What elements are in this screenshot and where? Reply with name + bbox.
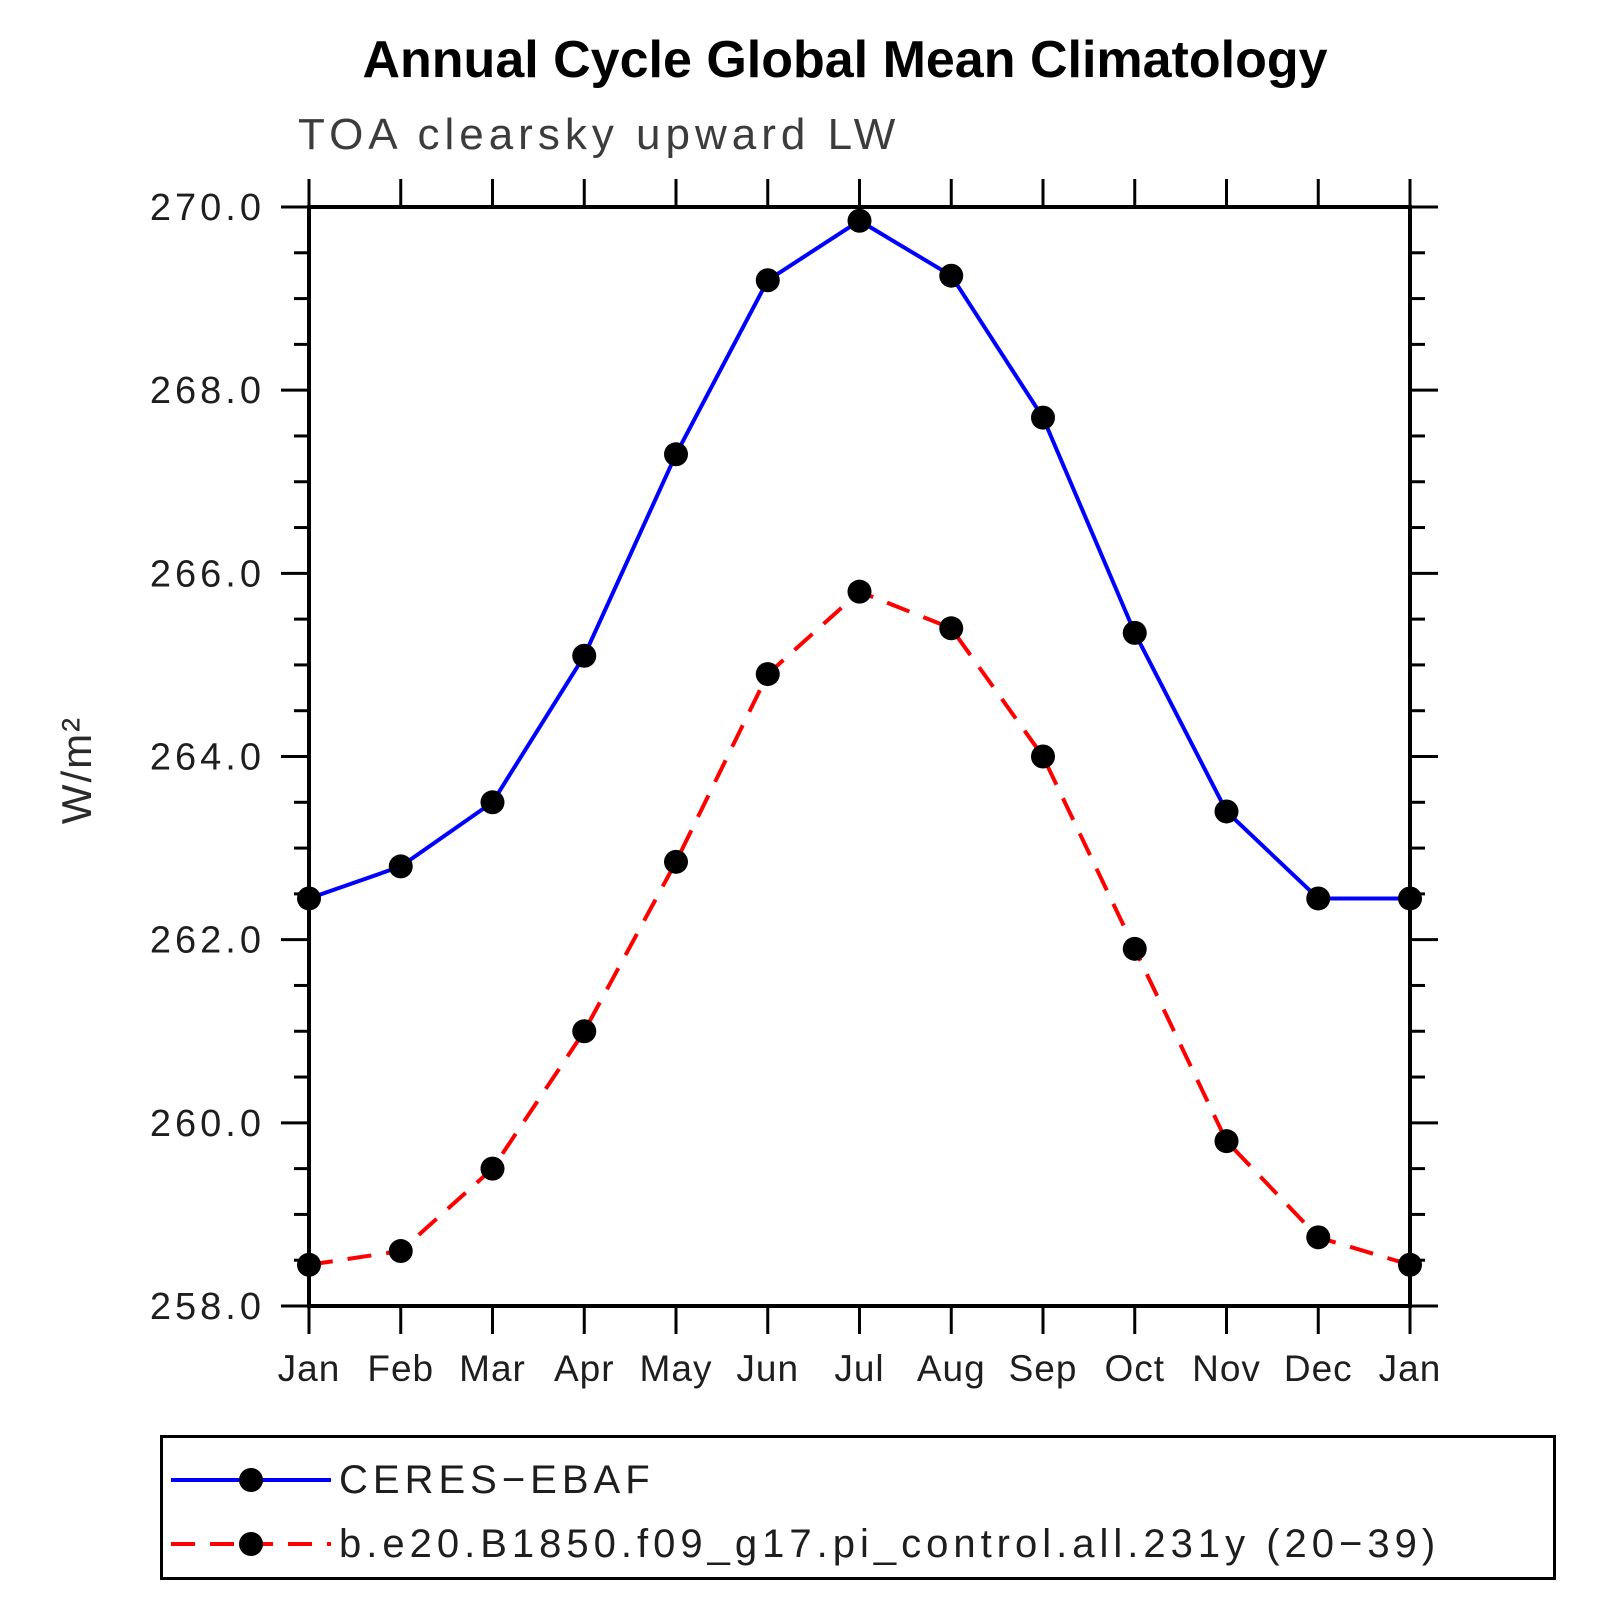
data-point-marker <box>572 643 597 668</box>
data-point-marker <box>847 579 872 604</box>
data-point-marker <box>388 1239 413 1264</box>
chart-subtitle: TOA clearsky upward LW <box>298 110 901 159</box>
x-tick-label: Mar <box>459 1348 526 1389</box>
x-tick-label: Aug <box>917 1348 986 1389</box>
series-line-0 <box>308 218 1410 901</box>
data-point-marker <box>572 1019 597 1044</box>
data-point-marker <box>755 662 780 687</box>
data-point-marker <box>664 442 688 467</box>
y-tick-label: 268.0 <box>150 370 265 412</box>
data-point-marker <box>1398 886 1422 911</box>
data-point-marker <box>1214 1129 1239 1154</box>
legend-label-model: b.e20.B1850.f09_g17.pi_control.all.231y … <box>339 1521 1441 1566</box>
x-tick-label: Jul <box>834 1348 884 1389</box>
legend-box: CERES−EBAF b.e20.B1850.f09_g17.pi_contro… <box>160 1435 1556 1580</box>
legend-line-sample-ceres <box>171 1468 331 1492</box>
series-line-1 <box>308 589 1411 1267</box>
y-tick-label: 262.0 <box>150 920 265 962</box>
data-point-marker <box>847 208 872 233</box>
data-point-marker <box>1306 1225 1331 1250</box>
data-point-marker <box>1031 744 1055 769</box>
x-tick-label: Feb <box>367 1348 434 1389</box>
y-tick-label: 270.0 <box>150 187 265 229</box>
data-point-marker <box>939 263 964 288</box>
data-point-marker <box>1122 936 1147 961</box>
data-point-marker <box>755 268 780 293</box>
x-tick-label: Nov <box>1192 1348 1261 1389</box>
data-point-marker <box>388 854 413 879</box>
data-point-marker <box>1306 886 1331 911</box>
data-point-marker <box>1214 799 1239 824</box>
data-point-marker <box>480 790 505 815</box>
data-point-marker <box>664 849 688 874</box>
x-tick-label: Sep <box>1009 1348 1078 1389</box>
legend-item-ceres: CERES−EBAF <box>167 1456 655 1504</box>
y-tick-label: 264.0 <box>150 737 265 779</box>
legend-marker <box>239 1532 263 1556</box>
legend-marker <box>239 1468 263 1492</box>
data-point-marker <box>1398 1252 1422 1277</box>
legend-label-ceres: CERES−EBAF <box>339 1457 655 1502</box>
data-point-marker <box>297 886 321 911</box>
y-tick-label: 260.0 <box>150 1103 265 1145</box>
data-point-marker <box>480 1156 505 1181</box>
y-tick-label: 266.0 <box>150 553 265 595</box>
y-tick-label: 258.0 <box>150 1286 265 1328</box>
x-tick-label: Jan <box>1379 1348 1442 1389</box>
legend-item-model: b.e20.B1850.f09_g17.pi_control.all.231y … <box>167 1520 1440 1568</box>
data-point-marker <box>939 616 964 641</box>
plot-frame <box>307 205 1412 1308</box>
data-point-marker <box>1031 405 1055 430</box>
x-tick-label: Jun <box>736 1348 799 1389</box>
chart-title: Annual Cycle Global Mean Climatology <box>362 31 1328 89</box>
x-tick-label: Dec <box>1284 1348 1353 1389</box>
x-tick-label: Jan <box>278 1348 341 1389</box>
data-point-marker <box>297 1252 321 1277</box>
data-point-marker <box>1122 620 1147 645</box>
legend-line-sample-model <box>171 1532 331 1556</box>
x-tick-label: May <box>640 1348 713 1389</box>
x-tick-label: Oct <box>1104 1348 1165 1389</box>
x-tick-label: Apr <box>554 1348 615 1389</box>
